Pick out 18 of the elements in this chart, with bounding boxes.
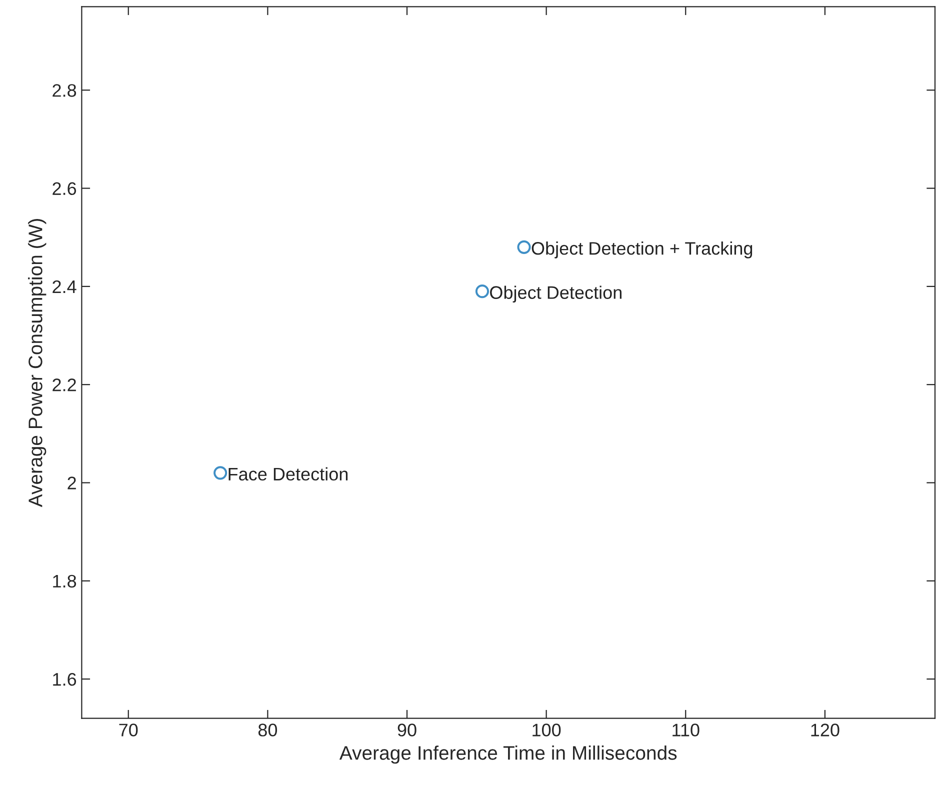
y-tick-label: 2.2 — [52, 378, 76, 392]
y-tick-label: 1.8 — [53, 574, 76, 588]
annotation: Object Detection — [490, 286, 622, 303]
x-tick-label: 100 — [532, 724, 561, 736]
x-axis-title: Average Inference Time in Milliseconds — [339, 746, 677, 764]
y-tick-label: 2.8 — [52, 84, 76, 97]
x-tick-label: 80 — [258, 724, 278, 736]
annotation: Face Detection — [228, 467, 348, 481]
x-tick-label: 70 — [119, 724, 138, 736]
x-tick-label: 110 — [672, 724, 700, 736]
y-axis-title: Average Power Consumption (W) — [28, 219, 46, 508]
x-tick-label: 90 — [398, 724, 416, 736]
x-tick-label: 120 — [811, 724, 840, 736]
y-tick-label: 2.4 — [52, 280, 76, 293]
annotation: Object Detection + Tracking — [532, 242, 752, 258]
y-tick-label: 2 — [68, 476, 76, 490]
y-tick-label: 1.6 — [53, 672, 76, 686]
y-tick-label: 2.6 — [52, 182, 76, 195]
